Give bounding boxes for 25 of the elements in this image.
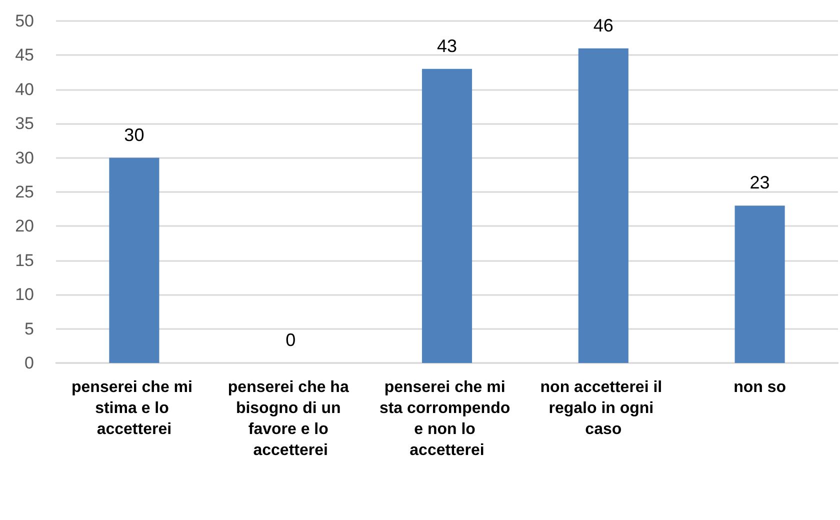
y-tick-label: 20 (15, 216, 34, 236)
x-tick-label: non so (734, 379, 786, 396)
y-tick-label: 10 (15, 285, 34, 304)
data-label: 0 (286, 330, 296, 350)
y-tick-label: 50 (15, 12, 34, 30)
y-tick-label: 5 (24, 319, 34, 338)
y-tick-label: 40 (15, 80, 34, 99)
data-label: 30 (124, 124, 144, 145)
bar (578, 48, 628, 363)
y-tick-label: 0 (24, 354, 34, 372)
bar (109, 158, 160, 363)
x-tick-label: penserei che mi stima e lo accetterei (72, 379, 197, 438)
x-tick-label: non accetterei il regalo in ogni caso (540, 379, 667, 438)
y-tick-label: 45 (15, 46, 34, 65)
x-tick-label: penserei che ha bisogno di un favore e lo accetterei (228, 379, 354, 459)
data-label: 43 (436, 36, 458, 56)
data-label: 23 (750, 172, 770, 193)
bar (422, 68, 472, 363)
bar (734, 206, 785, 363)
y-tick-label: 25 (15, 182, 34, 202)
y-tick-label: 35 (15, 114, 34, 134)
y-tick-label: 15 (15, 250, 34, 270)
data-label: 46 (593, 15, 614, 36)
y-tick-label: 30 (15, 148, 34, 168)
x-tick-label: penserei che mi sta corrompendo e non lo accetterei (379, 379, 515, 459)
